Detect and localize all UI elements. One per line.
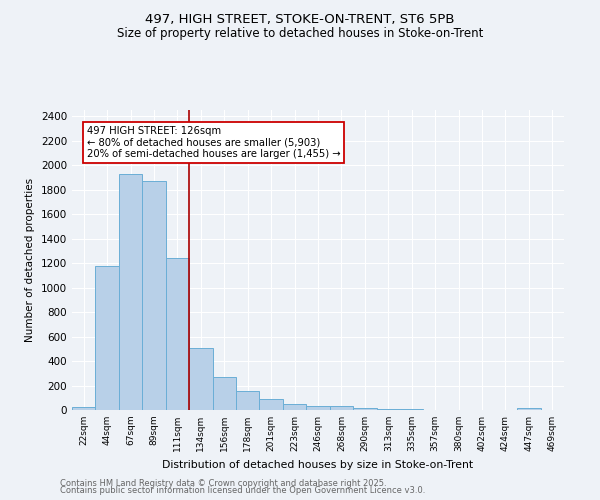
- Bar: [283, 404, 306, 410]
- Bar: [306, 406, 330, 410]
- Text: Size of property relative to detached houses in Stoke-on-Trent: Size of property relative to detached ho…: [117, 28, 483, 40]
- Bar: [95, 266, 119, 410]
- Text: Contains public sector information licensed under the Open Government Licence v3: Contains public sector information licen…: [60, 486, 425, 495]
- Text: Contains HM Land Registry data © Crown copyright and database right 2025.: Contains HM Land Registry data © Crown c…: [60, 478, 386, 488]
- Bar: [119, 174, 142, 410]
- Bar: [236, 391, 259, 410]
- Bar: [259, 399, 283, 410]
- X-axis label: Distribution of detached houses by size in Stoke-on-Trent: Distribution of detached houses by size …: [163, 460, 473, 469]
- Bar: [166, 258, 189, 410]
- Bar: [377, 409, 400, 410]
- Bar: [330, 406, 353, 410]
- Text: 497, HIGH STREET, STOKE-ON-TRENT, ST6 5PB: 497, HIGH STREET, STOKE-ON-TRENT, ST6 5P…: [145, 12, 455, 26]
- Bar: [517, 408, 541, 410]
- Text: 497 HIGH STREET: 126sqm
← 80% of detached houses are smaller (5,903)
20% of semi: 497 HIGH STREET: 126sqm ← 80% of detache…: [86, 126, 340, 159]
- Bar: [72, 408, 95, 410]
- Bar: [212, 377, 236, 410]
- Bar: [142, 181, 166, 410]
- Y-axis label: Number of detached properties: Number of detached properties: [25, 178, 35, 342]
- Bar: [189, 348, 212, 410]
- Bar: [353, 408, 377, 410]
